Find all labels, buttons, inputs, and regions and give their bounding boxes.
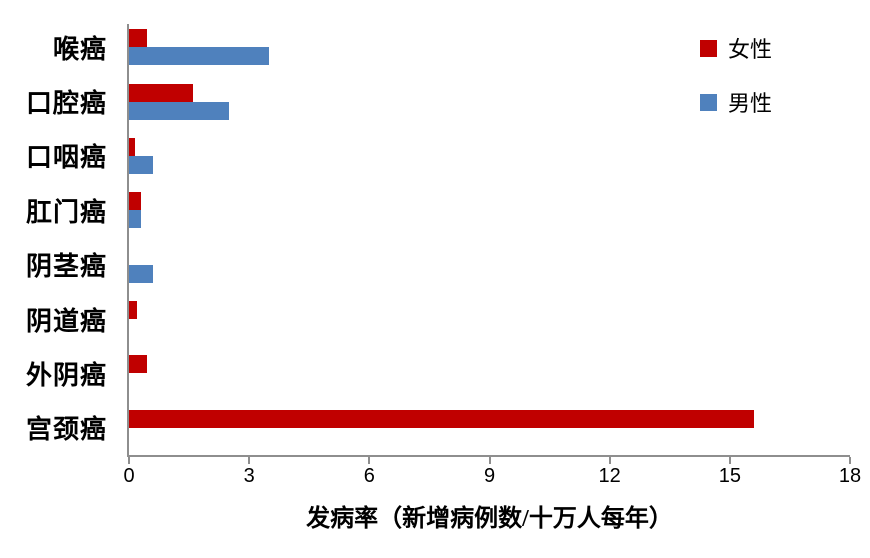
bar-female xyxy=(129,192,142,211)
bar-group xyxy=(129,20,850,74)
bar-group xyxy=(129,238,850,292)
legend: 女性 男性 xyxy=(700,32,772,140)
plot-area xyxy=(127,20,851,464)
bar-group xyxy=(129,129,850,183)
y-axis-line xyxy=(127,24,129,455)
category-label: 口腔癌 xyxy=(25,89,107,119)
legend-label: 女性 xyxy=(728,37,773,62)
category-label: 宫颈癌 xyxy=(25,415,107,445)
x-axis-tick-labels: 0 3 6 9 12 15 18 xyxy=(123,465,861,491)
category-label: 阴茎癌 xyxy=(25,252,107,282)
x-axis-tick-label: 0 xyxy=(123,465,135,487)
x-axis-tick xyxy=(849,457,851,464)
category-label: 外阴癌 xyxy=(25,360,107,390)
x-axis-tick-label: 6 xyxy=(363,465,375,487)
bar-male xyxy=(129,264,154,283)
x-axis-tick-label: 9 xyxy=(483,465,496,487)
bar-female xyxy=(129,355,148,374)
bar-male xyxy=(129,101,230,120)
bar-group xyxy=(129,183,850,237)
category-label: 肛门癌 xyxy=(25,197,107,227)
legend-swatch-icon xyxy=(700,93,717,111)
x-axis-tick xyxy=(368,457,371,464)
x-axis-tick xyxy=(488,457,491,464)
bar-male xyxy=(129,210,142,229)
bar-female xyxy=(129,409,754,428)
category-label: 口咽癌 xyxy=(25,143,107,173)
bar-female xyxy=(129,29,148,48)
bar-male xyxy=(129,47,270,66)
x-axis-tick xyxy=(728,457,731,464)
category-label: 喉癌 xyxy=(52,34,107,64)
x-axis-tick xyxy=(608,457,611,464)
legend-label: 男性 xyxy=(728,91,773,116)
category-label: 阴道癌 xyxy=(25,306,107,336)
bar-female xyxy=(129,301,137,320)
x-axis-tick-label: 12 xyxy=(598,465,621,487)
x-axis-title: 发病率（新增病例数/十万人每年） xyxy=(306,506,673,532)
x-axis-tick xyxy=(248,457,251,464)
bar-group xyxy=(129,346,850,400)
x-axis-tick xyxy=(128,457,130,464)
y-axis-category-labels: 喉癌口腔癌口咽癌肛门癌阴茎癌阴道癌外阴癌宫颈癌 xyxy=(0,20,117,455)
bar-group xyxy=(129,401,850,455)
bar-group xyxy=(129,292,850,346)
bar-female xyxy=(129,137,135,156)
x-axis-tick-label: 15 xyxy=(718,465,741,487)
legend-item-female: 女性 xyxy=(700,32,772,64)
bar-female xyxy=(129,83,194,102)
bar-group xyxy=(129,74,850,128)
bar-male xyxy=(129,155,154,174)
legend-item-male: 男性 xyxy=(700,86,772,118)
x-axis-tick-label: 3 xyxy=(243,465,255,487)
legend-swatch-icon xyxy=(700,39,717,57)
x-axis-line xyxy=(127,455,850,457)
x-axis-tick-label: 18 xyxy=(838,465,862,487)
